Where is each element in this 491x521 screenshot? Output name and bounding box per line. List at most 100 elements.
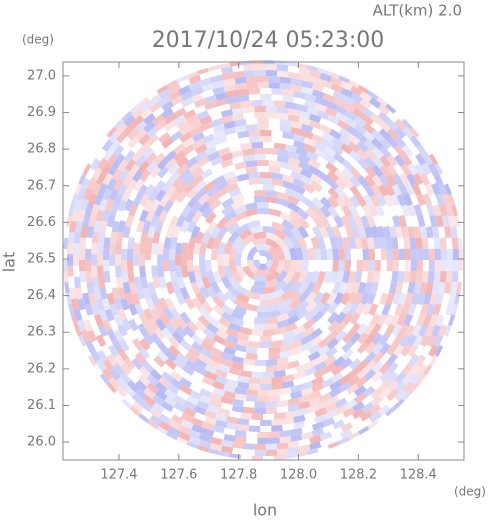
field-cell [228, 322, 242, 333]
field-cell [398, 292, 408, 306]
field-cell [154, 220, 164, 234]
field-cell [150, 214, 160, 228]
field-cell [146, 374, 159, 387]
field-cell [127, 260, 134, 272]
field-cell [239, 326, 253, 336]
field-cell [171, 331, 184, 344]
field-cell [352, 100, 365, 112]
field-cell [409, 237, 417, 250]
field-cell [366, 270, 375, 283]
field-cell [234, 429, 247, 438]
field-cell [104, 308, 115, 322]
field-cell [253, 232, 267, 240]
field-cell [115, 385, 128, 398]
field-cell [326, 170, 340, 183]
field-cell [233, 297, 247, 309]
field-cell [189, 389, 202, 401]
field-cell [401, 390, 413, 402]
field-cell [189, 126, 202, 138]
field-cell [326, 329, 339, 342]
field-cell [231, 113, 244, 122]
field-cell [445, 204, 454, 217]
field-cell [386, 260, 393, 272]
field-cell [253, 280, 267, 288]
field-cell [260, 335, 272, 342]
field-cell [273, 142, 287, 151]
field-cell [254, 190, 266, 197]
x-tick-label: 127.8 [220, 468, 257, 483]
field-cell [310, 327, 323, 340]
field-cell [279, 76, 292, 85]
field-cell [245, 352, 258, 360]
field-cell [164, 358, 177, 370]
field-cell [79, 237, 87, 250]
field-cell [217, 147, 231, 157]
field-cell [248, 383, 261, 390]
field-cell [331, 364, 344, 376]
field-cell [166, 79, 178, 89]
field-cell [452, 260, 459, 272]
field-cell [242, 148, 255, 156]
field-cell [379, 145, 391, 159]
field-cell [312, 301, 325, 314]
field-cell [295, 247, 303, 260]
field-cell [223, 253, 230, 267]
field-cell [289, 271, 301, 285]
field-cell [164, 349, 178, 363]
field-cell [74, 324, 82, 337]
field-cell [139, 209, 149, 223]
field-cell [243, 70, 255, 78]
field-cell [248, 130, 261, 137]
field-cell [200, 168, 213, 180]
field-cell [324, 402, 338, 414]
field-cell [286, 314, 300, 325]
field-cell [284, 453, 297, 459]
field-cell [394, 303, 404, 316]
field-cell [254, 63, 266, 71]
field-cell [257, 82, 269, 89]
field-cell [138, 96, 150, 107]
field-cell [428, 153, 439, 166]
field-cell [220, 109, 234, 118]
field-cell [215, 375, 228, 385]
field-cell [90, 254, 98, 266]
field-cell [369, 194, 381, 207]
field-cell [145, 152, 158, 165]
field-cell [223, 433, 236, 442]
field-cell [210, 346, 223, 358]
field-cell [237, 375, 250, 384]
field-cell [161, 137, 174, 149]
field-cell [276, 312, 290, 323]
field-cell [107, 162, 119, 176]
field-cell [273, 454, 286, 460]
field-cell [265, 322, 278, 330]
field-cell [371, 342, 384, 356]
field-cell [386, 343, 398, 356]
field-cell [356, 367, 369, 380]
field-cell [265, 278, 279, 288]
field-cell [121, 318, 132, 332]
field-cell [393, 343, 405, 357]
field-cell [143, 113, 156, 125]
field-cell [341, 340, 354, 353]
field-cell [234, 161, 247, 170]
field-cell [252, 273, 267, 282]
field-cell [385, 406, 397, 417]
field-cell [268, 395, 281, 402]
field-cell [450, 226, 458, 239]
field-cell [127, 237, 135, 249]
field-cell [223, 78, 236, 87]
field-cell [137, 184, 149, 197]
field-cell [236, 331, 250, 341]
field-cell [332, 419, 346, 430]
field-cell [191, 297, 203, 311]
y-tick-label: 26.5 [27, 251, 56, 266]
field-cell [117, 287, 127, 300]
field-cell [271, 221, 285, 232]
field-cell [212, 334, 226, 346]
field-cell [357, 281, 367, 295]
field-cell [146, 160, 158, 174]
field-cell [268, 208, 282, 217]
field-cell [158, 413, 171, 425]
field-cell [379, 370, 392, 383]
